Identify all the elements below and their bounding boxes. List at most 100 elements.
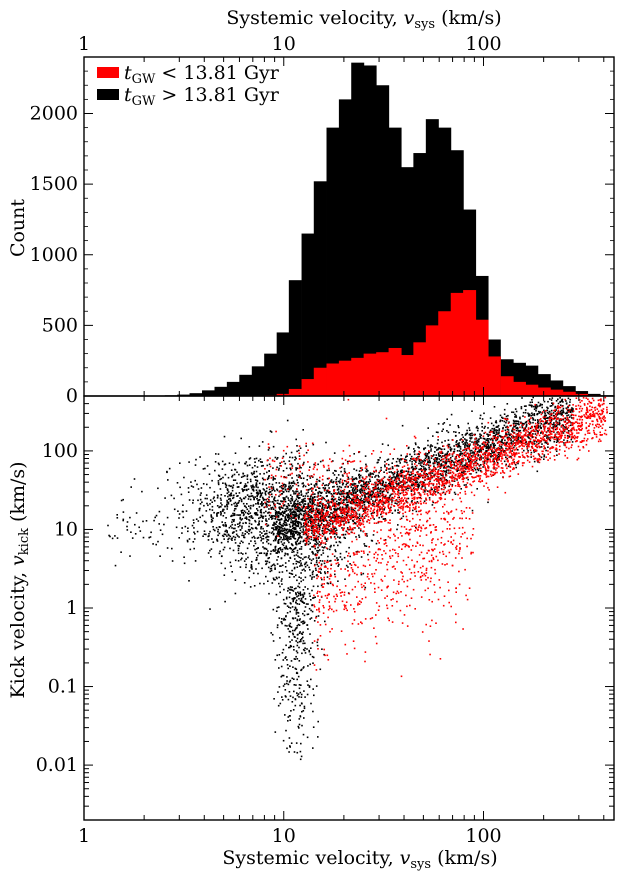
scatter-point-black [272,533,275,536]
scatter-point-black [226,530,228,532]
scatter-point-black [559,410,562,413]
scatter-point-black [351,493,353,496]
scatter-point-black [459,446,462,448]
scatter-point-black [479,445,481,448]
scatter-point-black [320,568,322,571]
scatter-point-black [247,528,250,531]
scatter-point-black [293,635,296,638]
scatter-point-black [288,523,291,526]
scatter-point-black [528,418,531,421]
scatter-point-black [142,520,144,523]
scatter-point-black [166,547,169,549]
scatter-point-black [148,536,150,539]
scatter-point-black [264,515,267,517]
scatter-point-black [294,520,296,523]
scatter-point-black [364,487,367,489]
scatter-point-black [477,469,480,472]
scatter-point-black [354,527,356,529]
scatter-point-black [336,509,338,511]
scatter-point-black [535,404,538,406]
scatter-point-black [546,417,549,420]
scatter-point-black [278,606,280,608]
scatter-point-black [368,474,370,477]
scatter-point-black [572,409,574,411]
scatter-point-black [205,533,207,536]
scatter-point-black [469,433,472,435]
scatter-point-black [303,705,306,708]
scatter-point-black [265,536,267,539]
scatter-point-black [281,524,283,527]
scatter-point-black [298,696,300,698]
scatter-point-black [319,494,322,497]
scatter-point-black [285,545,287,547]
scatter-point-black [291,525,294,528]
scatter-point-black [223,538,225,540]
scatter-point-black [552,426,554,428]
scatter-point-black [284,517,286,519]
scatter-point-black [315,538,318,541]
scatter-point-black [432,501,434,504]
scatter-point-black [272,527,274,529]
y-tick-label: 1500 [30,173,78,195]
scatter-point-black [431,455,434,457]
scatter-point-black [332,481,334,484]
scatter-point-black [304,652,307,654]
scatter-point-black [442,423,444,425]
scatter-point-black [562,407,565,410]
scatter-point-black [548,437,550,439]
scatter-point-black [361,515,363,518]
scatter-point-black [533,414,536,417]
scatter-point-black [291,677,294,680]
scatter-point-black [295,672,298,674]
scatter-point-black [285,467,288,470]
scatter-point-black [263,552,266,555]
scatter-point-black [407,497,410,500]
scatter-point-black [471,410,473,412]
scatter-point-black [302,429,304,431]
scatter-point-black [378,516,380,519]
scatter-point-black [376,488,379,490]
scatter-point-black [345,506,348,508]
scatter-point-black [296,627,298,629]
scatter-point-black [466,452,469,455]
scatter-point-black [493,446,495,448]
scatter-point-black [374,485,377,488]
scatter-point-black [532,421,534,424]
scatter-point-black [479,457,481,459]
scatter-point-black [210,518,213,521]
scatter-point-black [248,530,251,532]
scatter-point-black [286,505,289,508]
scatter-point-black [244,485,247,488]
scatter-point-black [401,469,403,472]
scatter-point-black [399,472,402,475]
scatter-point-black [193,531,195,534]
histogram-bar-red [313,367,327,396]
scatter-point-black [455,434,457,437]
scatter-point-black [167,479,169,481]
scatter-point-black [291,477,293,479]
scatter-point-black [220,494,223,496]
scatter-point-black [262,497,264,500]
scatter-point-black [324,484,326,487]
scatter-point-black [333,452,336,454]
scatter-point-black [404,458,406,461]
scatter-point-black [361,476,364,479]
scatter-point-black [280,549,282,551]
scatter-point-black [307,507,309,510]
scatter-point-black [336,485,339,488]
scatter-point-black [447,465,450,467]
scatter-point-black [327,555,329,558]
scatter-point-black [438,458,441,460]
scatter-point-black [299,560,302,562]
scatter-point-black [551,397,554,399]
scatter-point-black [567,409,569,412]
scatter-point-black [301,564,303,567]
scatter-point-black [462,458,464,461]
scatter-point-black [300,548,303,550]
scatter-point-black [258,459,260,462]
scatter-point-black [277,511,279,514]
scatter-point-black [289,695,292,697]
scatter-point-black [537,431,539,433]
scatter-point-black [275,521,278,523]
scatter-point-black [233,520,235,523]
